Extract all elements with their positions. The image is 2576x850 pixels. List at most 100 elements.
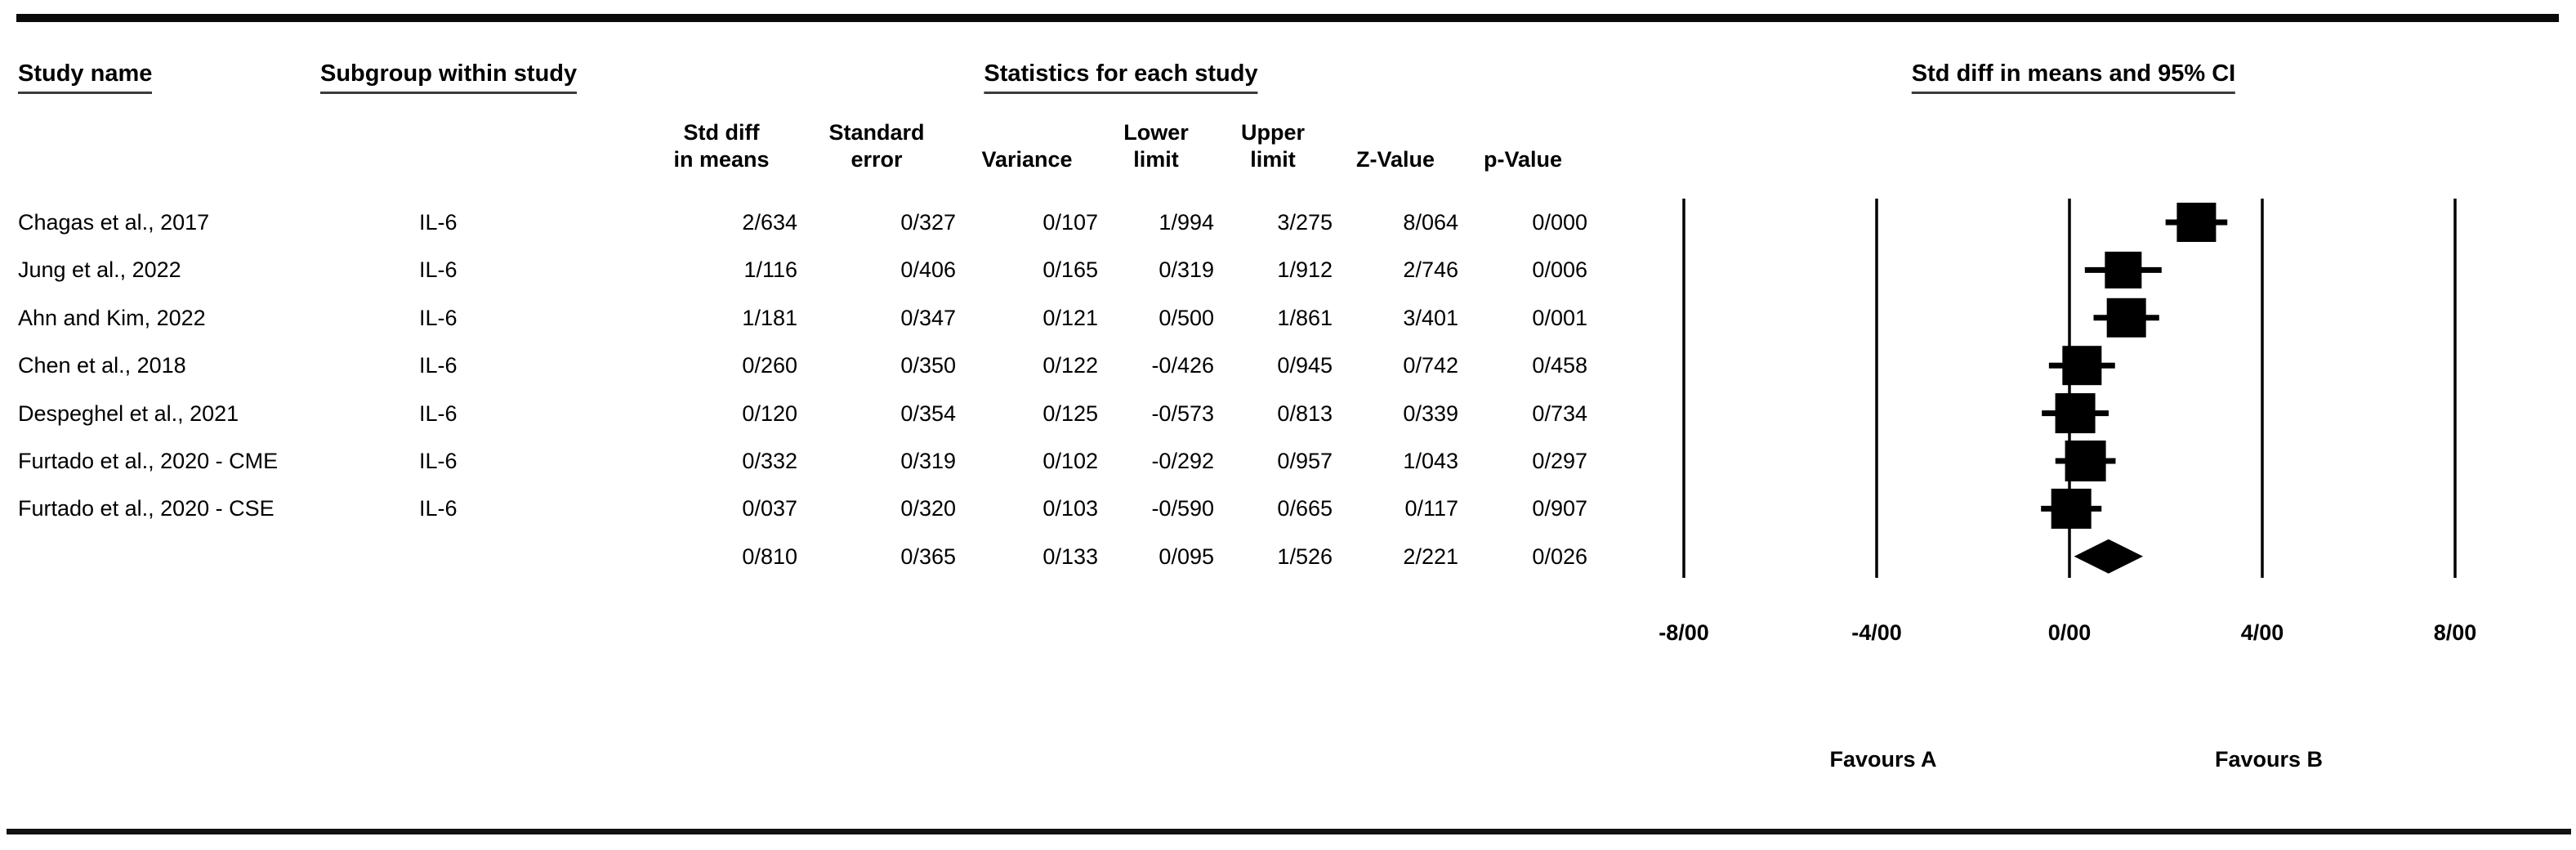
p-value-cell: 0/734 <box>1532 401 1587 426</box>
column-header-line: Standard <box>828 120 925 145</box>
standard-error-cell: 0/327 <box>900 210 956 235</box>
table-row: Chen et al., 2018 IL-6 0/260 0/350 0/122… <box>0 342 1601 389</box>
variance-cell: 0/165 <box>1042 257 1098 282</box>
z-value-cell: 0/117 <box>1404 496 1458 521</box>
pooled-diamond <box>2074 539 2144 574</box>
upper-limit-cell: 0/957 <box>1277 449 1333 473</box>
std-diff-cell: 1/116 <box>743 257 797 282</box>
z-value-cell: 8/064 <box>1403 210 1458 235</box>
effect-square <box>2105 251 2142 289</box>
z-value-cell: 0/742 <box>1403 353 1458 378</box>
effect-square <box>2106 298 2146 338</box>
column-header-std-diff: Std diff in means <box>673 116 769 173</box>
upper-limit-cell: 0/813 <box>1277 401 1333 426</box>
effect-square <box>2055 393 2096 434</box>
upper-limit-cell: 1/526 <box>1277 544 1333 569</box>
p-value-cell: 0/297 <box>1532 449 1587 473</box>
x-tick-label: 0/00 <box>2048 620 2092 645</box>
z-value-cell: 0/339 <box>1403 401 1458 426</box>
column-header-line: limit <box>1250 147 1296 172</box>
statistics-header: Statistics for each study <box>984 60 1258 94</box>
effect-square <box>2051 488 2092 529</box>
effect-square <box>2176 203 2217 242</box>
subgroup-cell: IL-6 <box>419 306 458 330</box>
study-name-cell: Chagas et al., 2017 <box>18 210 210 235</box>
standard-error-cell: 0/347 <box>900 306 956 330</box>
bottom-border-rule <box>7 829 2571 834</box>
upper-limit-cell: 1/861 <box>1277 306 1333 330</box>
standard-error-cell: 0/365 <box>900 544 956 569</box>
variance-cell: 0/121 <box>1042 306 1098 330</box>
table-row: Despeghel et al., 2021 IL-6 0/120 0/354 … <box>0 390 1601 437</box>
column-header-line: Std diff <box>683 120 760 145</box>
standard-error-cell: 0/406 <box>900 257 956 282</box>
standard-error-cell: 0/319 <box>900 449 956 473</box>
column-header-line: error <box>850 147 903 172</box>
subgroup-cell: IL-6 <box>419 257 458 282</box>
variance-cell: 0/122 <box>1042 353 1098 378</box>
column-header-variance: Variance <box>981 116 1072 173</box>
x-tick-label: 8/00 <box>2434 620 2477 645</box>
std-diff-cell: 2/634 <box>742 210 797 235</box>
table-row: Furtado et al., 2020 - CME IL-6 0/332 0/… <box>0 437 1601 485</box>
column-header-line: Z-Value <box>1355 147 1435 172</box>
variance-cell: 0/133 <box>1042 544 1098 569</box>
subgroup-cell: IL-6 <box>419 449 458 473</box>
variance-cell: 0/102 <box>1042 449 1098 473</box>
std-diff-cell: 0/332 <box>742 449 797 473</box>
z-value-cell: 2/221 <box>1403 544 1458 569</box>
favours-left-label: Favours A <box>1829 747 1936 772</box>
subgroup-header: Subgroup within study <box>320 60 578 94</box>
forest-plot-svg: -8/00 -4/00 0/00 4/00 8/00 Favours A Favours B <box>1659 199 2477 772</box>
lower-limit-cell: 0/319 <box>1159 257 1214 282</box>
x-tick-label: 4/00 <box>2241 620 2284 645</box>
variance-cell: 0/125 <box>1042 401 1098 426</box>
p-value-cell: 0/458 <box>1532 353 1587 378</box>
standard-error-cell: 0/354 <box>900 401 956 426</box>
table-row: Furtado et al., 2020 - CSE IL-6 0/037 0/… <box>0 485 1601 532</box>
subgroup-cell: IL-6 <box>419 401 458 426</box>
standard-error-cell: 0/320 <box>900 496 956 521</box>
lower-limit-cell: 1/994 <box>1159 210 1214 235</box>
std-diff-cell: 0/810 <box>742 544 797 569</box>
p-value-cell: 0/001 <box>1532 306 1587 330</box>
std-diff-cell: 0/120 <box>742 401 797 426</box>
column-header-p-value: p-Value <box>1484 116 1562 173</box>
subgroup-cell: IL-6 <box>419 210 458 235</box>
column-header-line: Variance <box>981 147 1073 172</box>
study-name-cell: Furtado et al., 2020 - CME <box>18 449 279 473</box>
variance-cell: 0/103 <box>1042 496 1098 521</box>
lower-limit-cell: -0/426 <box>1151 353 1214 378</box>
p-value-cell: 0/006 <box>1532 257 1587 282</box>
column-header-lower-limit: Lower limit <box>1123 116 1189 173</box>
upper-limit-cell: 1/912 <box>1277 257 1333 282</box>
table-row: Ahn and Kim, 2022 IL-6 1/181 0/347 0/121… <box>0 294 1601 342</box>
std-diff-cell: 1/181 <box>742 306 797 330</box>
column-header-upper-limit: Upper limit <box>1241 116 1305 173</box>
p-value-cell: 0/026 <box>1532 544 1587 569</box>
table-row: Chagas et al., 2017 IL-6 2/634 0/327 0/1… <box>0 199 1601 246</box>
column-header-line: p-Value <box>1483 147 1563 172</box>
column-header-line: Lower <box>1123 120 1189 145</box>
favours-right-label: Favours B <box>2215 747 2323 772</box>
lower-limit-cell: -0/590 <box>1151 496 1214 521</box>
upper-limit-cell: 0/945 <box>1277 353 1333 378</box>
column-header-line: in means <box>673 147 770 172</box>
x-tick-label: -8/00 <box>1659 620 1709 645</box>
subgroup-cell: IL-6 <box>419 353 458 378</box>
standard-error-cell: 0/350 <box>900 353 956 378</box>
column-header-z-value: Z-Value <box>1356 116 1435 173</box>
plot-header: Std diff in means and 95% CI <box>1911 60 2236 94</box>
top-border-rule <box>16 14 2559 22</box>
lower-limit-cell: 0/095 <box>1159 544 1214 569</box>
table-row: Jung et al., 2022 IL-6 1/116 0/406 0/165… <box>0 246 1601 293</box>
study-name-cell: Ahn and Kim, 2022 <box>18 306 206 330</box>
lower-limit-cell: -0/573 <box>1151 401 1214 426</box>
table-row-pooled: 0/810 0/365 0/133 0/095 1/526 2/221 0/02… <box>0 533 1601 580</box>
subgroup-cell: IL-6 <box>419 496 458 521</box>
column-header-line: Upper <box>1240 120 1306 145</box>
p-value-cell: 0/907 <box>1532 496 1587 521</box>
forest-plot: -8/00 -4/00 0/00 4/00 8/00 Favours A Favours B <box>1634 188 2576 809</box>
effect-square <box>2065 441 2106 481</box>
upper-limit-cell: 3/275 <box>1277 210 1333 235</box>
